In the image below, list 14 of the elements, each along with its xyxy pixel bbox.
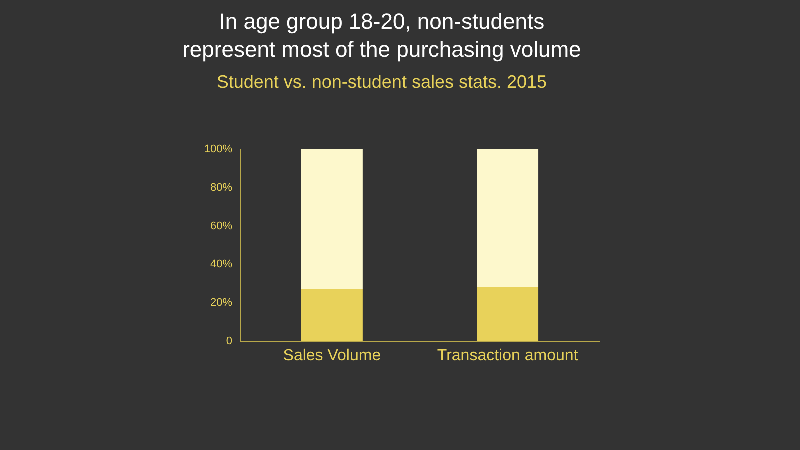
chart-title: In age group 18-20, non-students represent most of the purchasing volume (182, 9, 582, 62)
y-tick-label: 40% (210, 258, 233, 271)
y-tick-label: 100% (204, 144, 233, 156)
x-tick-label: Transaction amount (437, 348, 579, 364)
y-tick-label: 80% (210, 182, 233, 194)
bar (301, 149, 363, 290)
x-tick-label: Sales Volume (283, 348, 382, 364)
chart-subtitle: Student vs. non-student sales stats. 2015 (216, 72, 548, 92)
y-tick-label: 60% (210, 220, 233, 232)
bar (477, 149, 539, 288)
y-tick-label: 20% (210, 297, 233, 310)
bar (477, 287, 539, 341)
bar (301, 289, 363, 341)
y-tick-label: 0 (226, 336, 232, 348)
